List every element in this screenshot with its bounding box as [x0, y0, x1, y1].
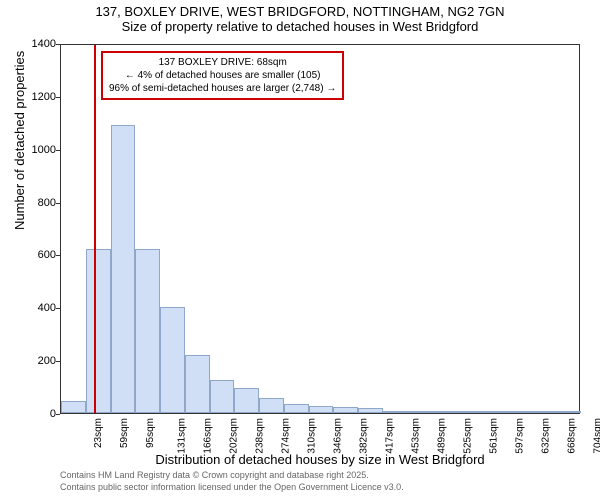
chart-title-sub: Size of property relative to detached ho…	[0, 19, 600, 36]
x-tick: 238sqm	[255, 418, 266, 454]
histogram-bar	[160, 307, 185, 413]
x-tick: 561sqm	[489, 418, 500, 454]
y-axis: 0200400600800100012001400	[0, 44, 60, 414]
y-tick: 1200	[32, 91, 56, 103]
footer: Contains HM Land Registry data © Crown c…	[60, 470, 404, 493]
annotation-line2: ← 4% of detached houses are smaller (105…	[109, 69, 336, 82]
chart-container: 137, BOXLEY DRIVE, WEST BRIDGFORD, NOTTI…	[0, 0, 600, 500]
x-tick: 131sqm	[177, 418, 188, 454]
x-tick: 59sqm	[119, 418, 130, 448]
histogram-bar	[556, 411, 581, 413]
histogram-bar	[210, 380, 235, 413]
annotation-box: 137 BOXLEY DRIVE: 68sqm ← 4% of detached…	[101, 51, 344, 100]
x-tick: 597sqm	[515, 418, 526, 454]
x-tick: 668sqm	[567, 418, 578, 454]
x-tick: 202sqm	[229, 418, 240, 454]
histogram-bar	[507, 411, 532, 413]
histogram-bar	[111, 125, 136, 413]
annotation-line3: 96% of semi-detached houses are larger (…	[109, 82, 336, 95]
x-tick: 632sqm	[541, 418, 552, 454]
histogram-bar	[408, 411, 433, 413]
y-tick: 800	[38, 197, 56, 209]
x-tick: 274sqm	[281, 418, 292, 454]
histogram-bar	[309, 406, 334, 413]
x-tick: 346sqm	[333, 418, 344, 454]
annotation-line1: 137 BOXLEY DRIVE: 68sqm	[109, 56, 336, 69]
y-tick: 1400	[32, 38, 56, 50]
x-tick: 453sqm	[411, 418, 422, 454]
x-axis-label: Distribution of detached houses by size …	[60, 452, 580, 467]
histogram-bar	[358, 408, 383, 413]
histogram-bar	[284, 404, 309, 413]
y-tick: 1000	[32, 144, 56, 156]
histogram-bar	[432, 411, 457, 413]
x-tick: 704sqm	[593, 418, 600, 454]
histogram-bar	[135, 249, 160, 413]
y-tick: 600	[38, 249, 56, 261]
histogram-bar	[86, 249, 111, 413]
histogram-bar	[234, 388, 259, 413]
x-tick: 23sqm	[93, 418, 104, 448]
histogram-bar	[457, 411, 482, 413]
histogram-bar	[259, 398, 284, 413]
marker-line	[94, 45, 96, 413]
x-axis: 23sqm 59sqm 95sqm 131sqm 166sqm 202sqm 238sqm 2…	[60, 414, 580, 454]
footer-line1: Contains HM Land Registry data © Crown c…	[60, 470, 404, 482]
histogram-bar	[61, 401, 86, 413]
x-tick: 166sqm	[203, 418, 214, 454]
y-tick: 200	[38, 355, 56, 367]
y-tick: 400	[38, 302, 56, 314]
histogram-bar	[482, 411, 507, 413]
histogram-bar	[185, 355, 210, 413]
chart-title-main: 137, BOXLEY DRIVE, WEST BRIDGFORD, NOTTI…	[0, 0, 600, 19]
histogram-bar	[383, 411, 408, 413]
histogram-bar	[333, 407, 358, 413]
x-tick: 95sqm	[145, 418, 156, 448]
footer-line2: Contains public sector information licen…	[60, 482, 404, 494]
histogram-bar	[531, 411, 556, 413]
plot-area: 137 BOXLEY DRIVE: 68sqm ← 4% of detached…	[60, 44, 580, 414]
x-tick: 525sqm	[463, 418, 474, 454]
x-tick: 417sqm	[385, 418, 396, 454]
x-tick: 382sqm	[359, 418, 370, 454]
x-tick: 310sqm	[307, 418, 318, 454]
x-tick: 489sqm	[437, 418, 448, 454]
